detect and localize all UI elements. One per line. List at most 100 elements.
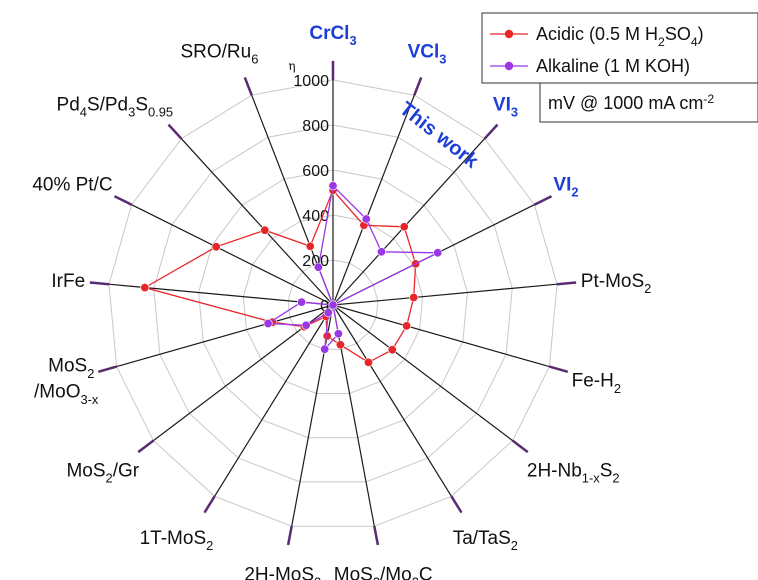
spoke-tick-15	[167, 123, 183, 140]
legend-box	[481, 12, 758, 84]
spoke-7	[332, 304, 452, 497]
category-label-11: MoS2/Gr	[66, 461, 139, 486]
spoke-12	[116, 304, 334, 368]
category-label-10-part-1: 2	[206, 538, 213, 553]
category-label-10-part-0: 1T-MoS	[140, 528, 207, 549]
spoke-tick-7	[450, 495, 463, 514]
tick-label-600: 600	[302, 163, 329, 180]
spoke-tick-6	[511, 439, 529, 454]
point-0-14	[211, 242, 221, 252]
series-1	[263, 181, 443, 354]
axis-label: η	[288, 59, 295, 73]
tick-label-1000: 1000	[293, 73, 329, 90]
point-1-10	[323, 308, 333, 318]
point-1-13	[297, 297, 307, 307]
point-1-3	[433, 248, 443, 258]
point-0-5	[402, 321, 412, 331]
series-line-0	[143, 189, 417, 364]
category-label-3-part-0: VI	[553, 174, 571, 195]
point-1-15	[328, 300, 338, 310]
spoke-tick-9	[286, 525, 293, 546]
category-labels: CrCl3VCl3VI3VI2Pt-MoS2Fe-H22H-Nb1-xS2Ta/…	[32, 23, 651, 580]
spoke-tick-3	[533, 195, 553, 206]
point-1-9	[320, 344, 330, 354]
legend-entry-0-part-1: 2	[658, 35, 665, 49]
category-label-11-part-2: /Gr	[113, 461, 140, 482]
spoke-tick-11	[137, 439, 155, 454]
spoke-1	[332, 94, 415, 306]
category-label-15-part-4: S	[135, 94, 148, 115]
category-label-15-part-1: 4	[80, 104, 87, 119]
spoke-tick-10	[203, 495, 216, 514]
category-label-7: Ta/TaS2	[453, 528, 518, 553]
category-label-14-part-0: 40% Pt/C	[32, 174, 112, 195]
category-label-16: SRO/Ru6	[180, 41, 258, 66]
point-0-13	[140, 283, 150, 293]
legend-marker-0	[504, 29, 514, 39]
grid-ring-400	[242, 214, 424, 394]
category-label-8-part-4: C	[419, 564, 433, 580]
category-label-3-part-1: 2	[571, 184, 578, 199]
legend-entry-1-part-0: Alkaline (1 M KOH)	[536, 56, 690, 76]
category-label-12-part-1: 2	[87, 366, 94, 381]
legend-entry-0: Acidic (0.5 M H2SO4)	[536, 24, 704, 49]
spoke-10	[214, 304, 334, 497]
category-label-6-part-3: 2	[612, 471, 619, 486]
legend-note-box	[539, 82, 758, 123]
category-label-7-part-1: 2	[511, 538, 518, 553]
category-label-9-part-1: 2	[314, 575, 321, 580]
point-0-9	[322, 331, 332, 341]
grid-ring-1000	[108, 79, 558, 527]
legend-note: mV @ 1000 mA cm-2	[548, 92, 714, 113]
category-label-15-part-0: Pd	[57, 94, 80, 115]
spoke-4	[332, 283, 558, 306]
radar-grid	[108, 79, 558, 527]
grid-ring-200	[287, 259, 379, 350]
legend-entry-1: Alkaline (1 M KOH)	[536, 56, 690, 76]
point-1-11	[301, 320, 311, 330]
point-1-12	[263, 318, 273, 328]
category-label-11-part-1: 2	[106, 471, 113, 486]
spoke-tick-1	[413, 76, 423, 96]
category-label-1: VCl3	[408, 41, 447, 66]
spoke-tick-14	[113, 195, 133, 206]
point-0-15	[260, 225, 270, 235]
spoke-14	[131, 204, 334, 306]
category-label-13: IrFe	[51, 271, 85, 292]
point-1-2	[376, 247, 386, 257]
category-label-16-part-1: 6	[251, 52, 258, 67]
category-label-5-part-1: 2	[614, 381, 621, 396]
point-1-8	[333, 329, 343, 339]
category-label-15-part-2: S/Pd	[87, 94, 128, 115]
category-label-0: CrCl3	[309, 23, 356, 48]
point-0-8	[335, 340, 345, 350]
tick-label-800: 800	[302, 118, 329, 135]
category-label-12-line2: /MoO3-x	[34, 382, 99, 407]
category-label-6-part-0: 2H-Nb	[527, 461, 582, 482]
category-label-9: 2H-MoS2	[244, 564, 321, 580]
annotation: This work	[395, 98, 483, 173]
spoke-tick-8	[373, 525, 380, 546]
category-label-6-part-2: S	[600, 461, 613, 482]
grid-ring-800	[153, 124, 513, 483]
tick-label-0: 0	[320, 298, 329, 315]
legend-marker-1	[504, 61, 514, 71]
category-label-8: MoS2/Mo2C	[334, 564, 433, 580]
spoke-tick-16	[243, 76, 253, 96]
point-1-1	[361, 214, 371, 224]
category-label-15-part-3: 3	[128, 104, 135, 119]
category-label-13-part-0: IrFe	[51, 271, 85, 292]
data-series	[140, 181, 443, 367]
category-label-15-part-5: 0.95	[148, 104, 173, 119]
category-label-0-part-1: 3	[349, 33, 356, 48]
spoke-tick-13	[89, 281, 110, 286]
category-label-12-part-0: MoS	[48, 356, 87, 377]
point-1-0	[328, 181, 338, 191]
category-label-11-part-0: MoS	[66, 461, 105, 482]
legend-entry-0-part-2: SO	[665, 24, 691, 44]
category-label-4-part-0: Pt-MoS	[581, 271, 644, 292]
category-label-2-part-1: 3	[511, 104, 518, 119]
category-label-15: Pd4S/Pd3S0.95	[57, 94, 174, 119]
